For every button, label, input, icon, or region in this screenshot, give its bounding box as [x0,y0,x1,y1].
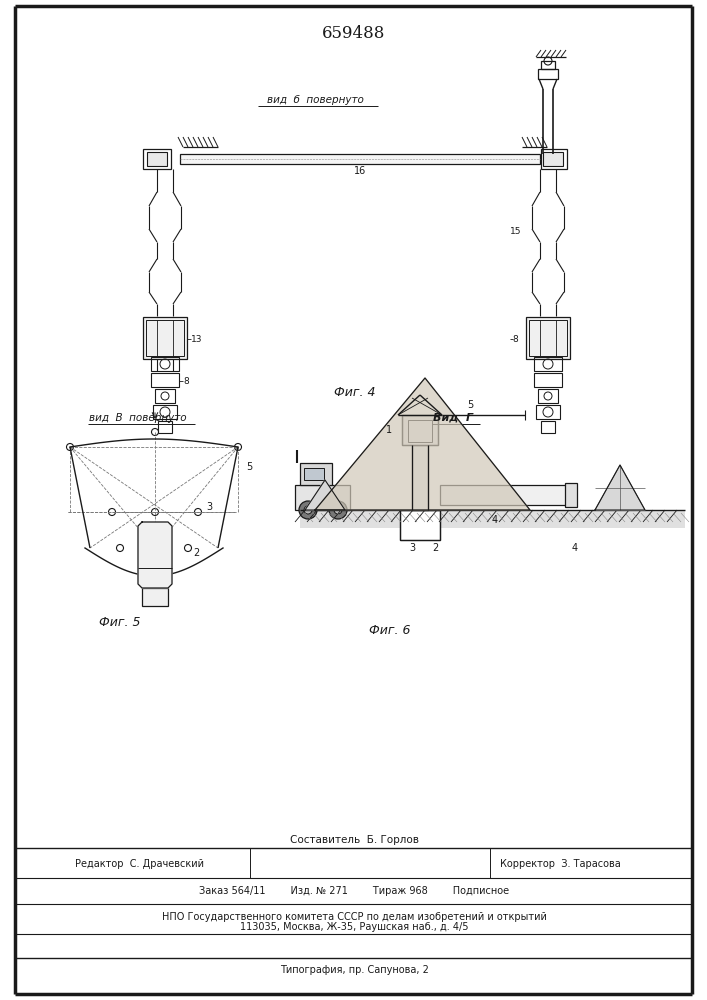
Text: 8: 8 [183,376,189,385]
Bar [295,485,350,510]
Circle shape [66,444,74,450]
Text: вид  б  повернуто: вид б повернуто [267,95,363,105]
Bar [400,510,440,540]
Circle shape [334,506,342,514]
Text: Заказ 564/11        Изд. № 271        Тираж 968        Подписное: Заказ 564/11 Изд. № 271 Тираж 968 Подпис… [199,886,509,896]
Text: вид  В  повернуто: вид В повернуто [89,413,187,423]
Bar [412,445,428,510]
Circle shape [108,508,115,516]
Bar [536,405,560,419]
Text: НПО Государственного комитета СССР по делам изобретений и открытий: НПО Государственного комитета СССР по де… [162,912,547,922]
Bar [534,357,562,371]
Text: Вид  Г: Вид Г [433,413,473,423]
Bar [529,320,567,356]
Bar [526,317,570,359]
Bar [143,149,171,169]
Bar [538,69,558,79]
Bar [151,357,179,371]
Bar [541,61,555,69]
Text: 1: 1 [386,425,392,435]
Bar [153,405,177,419]
Polygon shape [595,465,645,510]
Circle shape [299,501,317,519]
Bar [147,152,167,166]
Bar [300,510,685,528]
Bar [440,485,570,505]
Text: 113035, Москва, Ж-35, Раушская наб., д. 4/5: 113035, Москва, Ж-35, Раушская наб., д. … [240,922,468,932]
Text: 4: 4 [572,543,578,553]
Text: 15: 15 [510,228,522,236]
Bar [143,317,187,359]
Circle shape [235,444,242,450]
Text: 659488: 659488 [322,25,386,42]
Circle shape [151,428,158,436]
Bar [155,389,175,403]
Bar [534,373,562,387]
Text: 5: 5 [246,462,252,472]
Bar [400,510,440,540]
Text: 3: 3 [409,543,415,553]
Bar [541,421,555,433]
Bar [304,468,324,480]
Bar [142,588,168,606]
Text: Составитель  Б. Горлов: Составитель Б. Горлов [289,835,419,845]
Text: 2: 2 [432,543,438,553]
Text: Корректор  З. Тарасова: Корректор З. Тарасова [500,859,621,869]
Text: 5: 5 [467,400,473,410]
Polygon shape [138,522,172,588]
Bar [408,420,432,442]
Text: 3: 3 [206,502,212,512]
Polygon shape [305,480,345,510]
Text: 2: 2 [193,548,199,558]
Text: Фиг. 5: Фиг. 5 [99,616,141,630]
Bar [402,415,438,445]
Polygon shape [315,378,530,510]
Bar [151,373,179,387]
Bar [543,152,563,166]
Text: 13: 13 [191,334,202,344]
Circle shape [117,544,124,552]
Circle shape [329,501,347,519]
Bar [565,483,577,507]
Bar [158,421,172,433]
Bar [180,154,540,164]
Text: Фиг. 4: Фиг. 4 [334,385,375,398]
Text: Редактор  С. Драчевский: Редактор С. Драчевский [75,859,204,869]
Bar [541,149,567,169]
Bar [300,463,332,485]
Text: 4: 4 [492,515,498,525]
Text: 8: 8 [512,334,518,344]
Text: Фиг. 6: Фиг. 6 [369,624,411,637]
Bar [538,389,558,403]
Bar [146,320,184,356]
Text: 16: 16 [354,166,366,176]
Circle shape [185,544,192,552]
Text: Типография, пр. Сапунова, 2: Типография, пр. Сапунова, 2 [279,965,428,975]
Bar [402,415,438,445]
Circle shape [151,508,158,516]
Circle shape [194,508,201,516]
Circle shape [304,506,312,514]
